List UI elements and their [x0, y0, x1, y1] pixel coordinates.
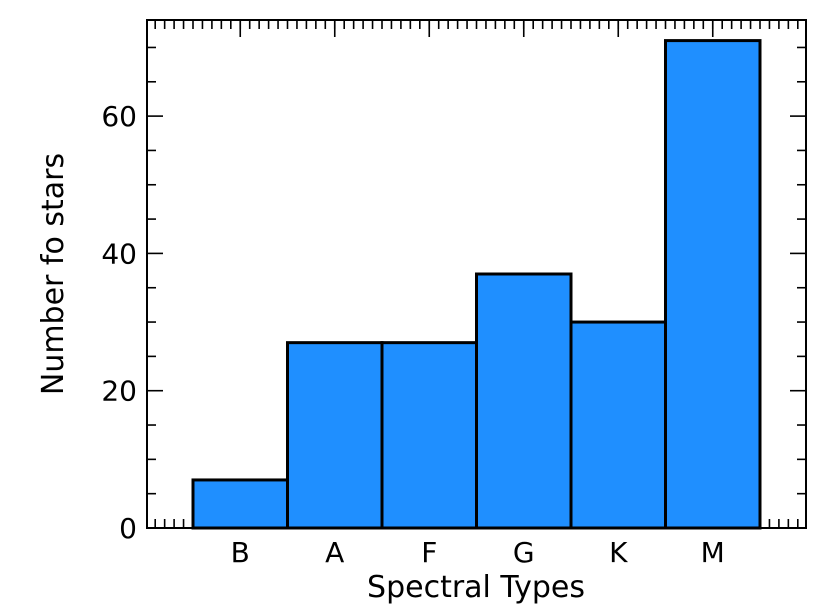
bar-K — [569, 320, 667, 530]
plot-frame — [146, 19, 807, 529]
y-tick-label: 60 — [101, 100, 137, 133]
bar-G — [475, 272, 573, 530]
x-tick-label: F — [421, 536, 437, 569]
bar-B — [191, 478, 289, 530]
bar-M — [664, 39, 762, 530]
y-axis-label: Number fo stars — [36, 153, 71, 395]
y-tick-label: 20 — [101, 375, 137, 408]
bar-A — [286, 341, 384, 530]
x-tick-label: A — [325, 536, 344, 569]
bars — [191, 39, 762, 530]
y-tick-labels: 0 20 40 60 — [101, 100, 137, 545]
x-tick-label: G — [513, 536, 535, 569]
x-tick-label: M — [701, 536, 725, 569]
y-tick-label: 0 — [119, 512, 137, 545]
bar-F — [380, 341, 478, 530]
x-tick-label: K — [609, 536, 628, 569]
x-axis-label: Spectral Types — [367, 570, 585, 605]
y-tick-label: 40 — [101, 237, 137, 270]
x-tick-label: B — [231, 536, 250, 569]
